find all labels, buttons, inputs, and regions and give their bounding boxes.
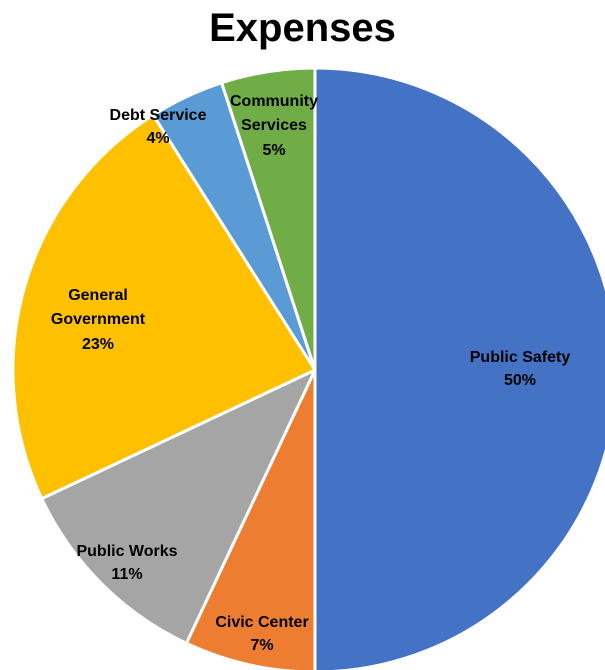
slice-label-community-services: Community Services 5%	[230, 93, 318, 159]
slice-percent: 50%	[504, 372, 536, 389]
slice-name: General Government	[51, 287, 146, 328]
pie-labels: Public Safety 50% Civic Center 7% Public Wor…	[51, 93, 570, 654]
pie-slice-general-government	[11, 113, 317, 501]
slice-label-public-works: Public Works 11%	[76, 543, 177, 583]
slice-label-public-safety: Public Safety 50%	[470, 349, 571, 389]
slice-name: Debt Service	[110, 107, 207, 124]
slice-name: Public Works	[76, 543, 177, 560]
slice-percent: 4%	[146, 130, 169, 147]
slice-name: Civic Center	[215, 614, 308, 631]
pie-slice-civic-center	[184, 368, 317, 670]
slice-name: Community Services	[230, 93, 318, 134]
slice-label-debt-service: Debt Service 4%	[110, 107, 207, 147]
slice-label-general-government: General Government 23%	[51, 287, 146, 353]
pie-slice-community-services	[220, 66, 317, 372]
chart-title: Expenses	[209, 6, 396, 50]
slice-percent: 7%	[250, 637, 273, 654]
slice-percent: 11%	[111, 566, 142, 583]
pie-slices	[11, 66, 605, 670]
slice-name: Public Safety	[470, 349, 571, 366]
slice-label-civic-center: Civic Center 7%	[215, 614, 308, 654]
slice-percent: 23%	[82, 336, 114, 353]
slice-percent: 5%	[262, 142, 285, 159]
pie-slice-public-safety	[313, 66, 605, 670]
pie-slice-public-works	[40, 368, 317, 645]
